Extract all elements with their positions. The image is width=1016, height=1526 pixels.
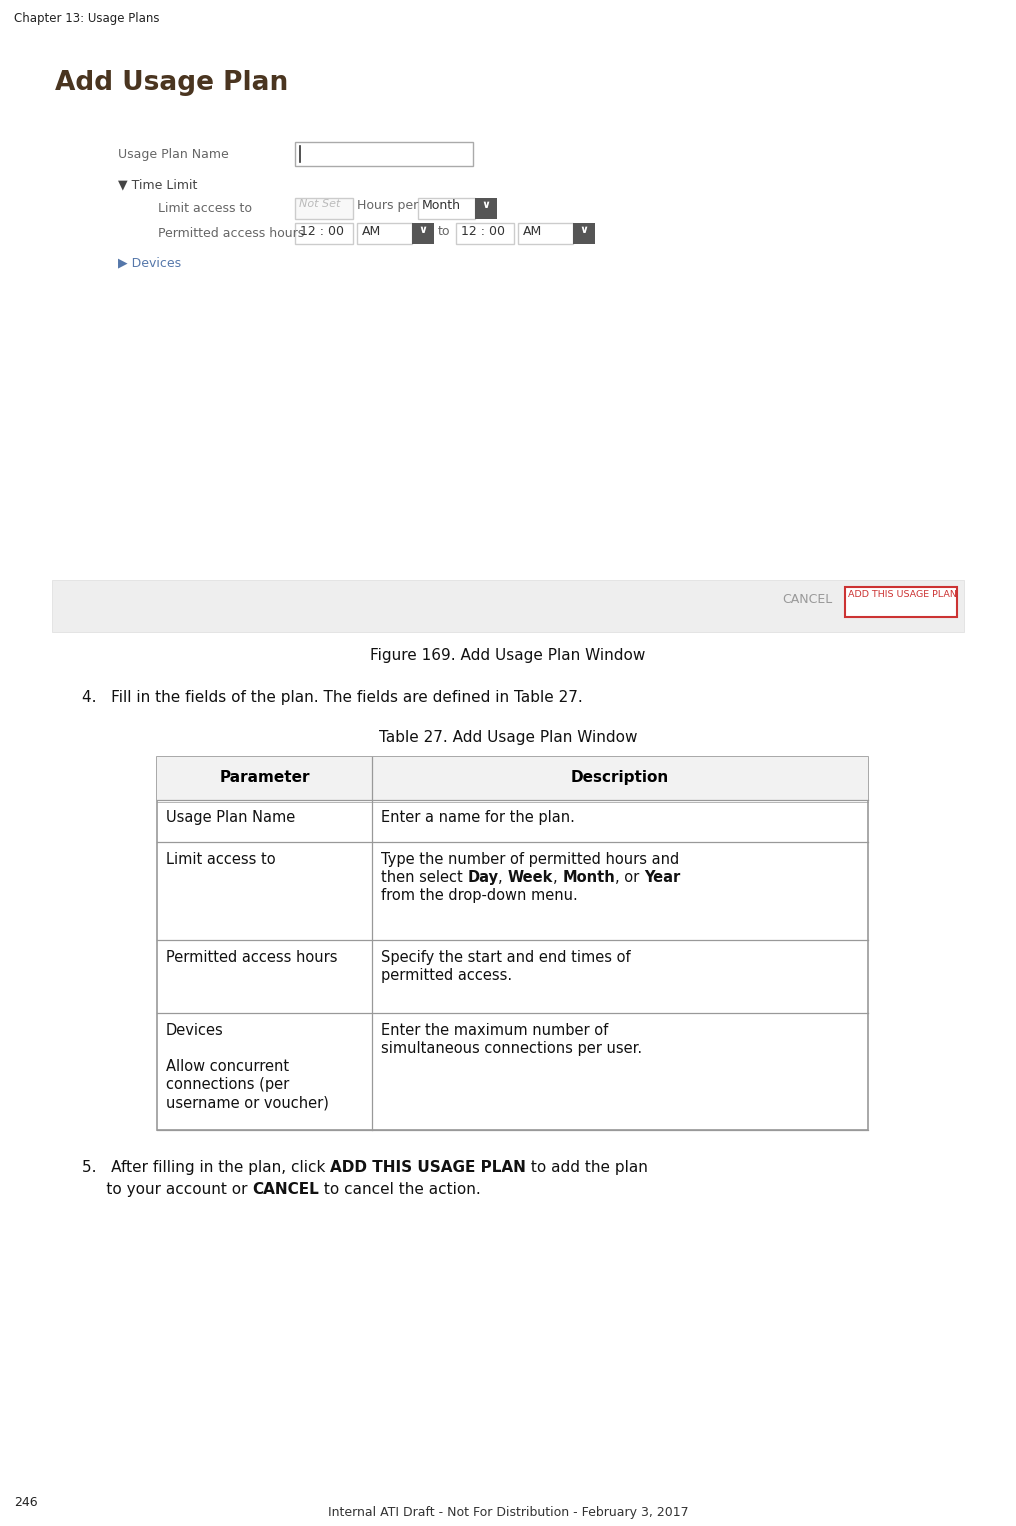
Text: Table 27. Add Usage Plan Window: Table 27. Add Usage Plan Window [379,729,637,745]
FancyBboxPatch shape [157,757,868,800]
Text: 246: 246 [14,1495,38,1509]
FancyBboxPatch shape [573,223,595,244]
FancyBboxPatch shape [418,198,475,220]
Text: Parameter: Parameter [219,771,310,784]
Text: ADD THIS USAGE PLAN: ADD THIS USAGE PLAN [330,1160,526,1175]
Text: ∨: ∨ [482,200,491,211]
Text: 5.   After filling in the plan, click: 5. After filling in the plan, click [82,1160,330,1175]
Text: Enter a name for the plan.: Enter a name for the plan. [381,810,575,826]
FancyBboxPatch shape [845,588,957,617]
Text: Description: Description [571,771,670,784]
Text: Type the number of permitted hours and: Type the number of permitted hours and [381,852,680,867]
Text: Day: Day [467,870,499,885]
Text: connections (per: connections (per [166,1077,290,1093]
Text: username or voucher): username or voucher) [166,1096,329,1109]
Text: Month: Month [422,198,461,212]
Text: Month: Month [562,870,615,885]
Text: from the drop-down menu.: from the drop-down menu. [381,888,578,903]
Text: AM: AM [362,224,381,238]
Text: Figure 169. Add Usage Plan Window: Figure 169. Add Usage Plan Window [370,649,646,662]
Text: to your account or: to your account or [82,1183,252,1196]
Text: Enter the maximum number of: Enter the maximum number of [381,1022,609,1038]
Text: Week: Week [508,870,553,885]
Text: simultaneous connections per user.: simultaneous connections per user. [381,1041,642,1056]
Text: 12 : 00: 12 : 00 [300,224,344,238]
Text: ∨: ∨ [579,224,588,235]
Text: to: to [438,224,450,238]
Text: ,: , [553,870,562,885]
FancyBboxPatch shape [357,223,412,244]
Text: ▼ Time Limit: ▼ Time Limit [118,179,197,191]
Text: Permitted access hours: Permitted access hours [166,951,337,964]
Text: 4.   Fill in the fields of the plan. The fields are defined in Table 27.: 4. Fill in the fields of the plan. The f… [82,690,583,705]
Text: Usage Plan Name: Usage Plan Name [118,148,229,162]
FancyBboxPatch shape [518,223,573,244]
FancyBboxPatch shape [52,580,964,632]
Text: Chapter 13: Usage Plans: Chapter 13: Usage Plans [14,12,160,24]
Text: Specify the start and end times of: Specify the start and end times of [381,951,631,964]
Text: Limit access to: Limit access to [166,852,275,867]
Text: to cancel the action.: to cancel the action. [319,1183,481,1196]
Text: CANCEL: CANCEL [252,1183,319,1196]
Text: Internal ATI Draft - Not For Distribution - February 3, 2017: Internal ATI Draft - Not For Distributio… [328,1506,688,1518]
Text: to add the plan: to add the plan [526,1160,648,1175]
Text: Permitted access hours: Permitted access hours [158,227,304,240]
Text: 12 : 00: 12 : 00 [461,224,505,238]
FancyBboxPatch shape [295,198,353,220]
Text: Allow concurrent: Allow concurrent [166,1059,290,1074]
FancyBboxPatch shape [157,757,868,1129]
Text: Year: Year [644,870,680,885]
Text: AM: AM [523,224,543,238]
Text: Usage Plan Name: Usage Plan Name [166,810,296,826]
Text: ,: , [499,870,508,885]
Text: ∨: ∨ [419,224,428,235]
Text: ▶ Devices: ▶ Devices [118,256,181,269]
FancyBboxPatch shape [295,223,353,244]
Text: Not Set: Not Set [299,198,340,209]
Text: ADD THIS USAGE PLAN: ADD THIS USAGE PLAN [848,591,957,600]
FancyBboxPatch shape [475,198,497,220]
Text: Limit access to: Limit access to [158,201,252,215]
FancyBboxPatch shape [412,223,434,244]
Text: then select: then select [381,870,467,885]
FancyBboxPatch shape [456,223,514,244]
FancyBboxPatch shape [295,142,473,166]
Text: CANCEL: CANCEL [782,594,832,606]
Text: Devices: Devices [166,1022,224,1038]
Text: , or: , or [615,870,644,885]
Text: permitted access.: permitted access. [381,967,512,983]
Text: Hours per: Hours per [357,198,419,212]
Text: Add Usage Plan: Add Usage Plan [55,70,289,96]
